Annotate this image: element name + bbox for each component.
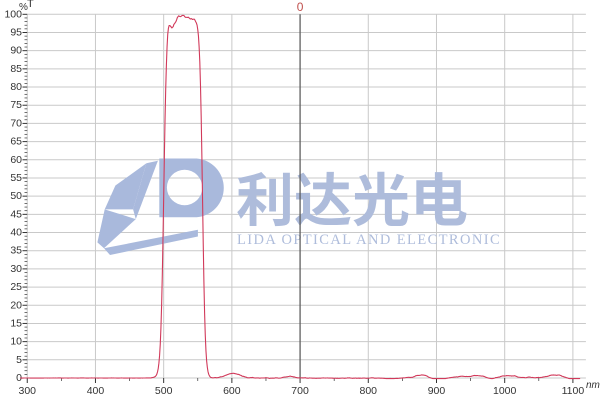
- svg-text:T: T: [27, 0, 34, 10]
- svg-text:600: 600: [223, 385, 241, 397]
- svg-text:70: 70: [10, 117, 22, 129]
- svg-text:45: 45: [10, 208, 22, 220]
- svg-text:1000: 1000: [493, 385, 517, 397]
- svg-text:85: 85: [10, 63, 22, 75]
- svg-text:25: 25: [10, 281, 22, 293]
- svg-text:50: 50: [10, 190, 22, 202]
- svg-text:55: 55: [10, 172, 22, 184]
- svg-text:400: 400: [87, 385, 105, 397]
- svg-text:95: 95: [10, 26, 22, 38]
- svg-text:15: 15: [10, 317, 22, 329]
- svg-text:65: 65: [10, 136, 22, 148]
- svg-text:40: 40: [10, 227, 22, 239]
- svg-text:700: 700: [291, 385, 309, 397]
- svg-text:nm: nm: [586, 380, 600, 391]
- svg-text:利达光电: 利达光电: [236, 154, 468, 238]
- svg-text:80: 80: [10, 81, 22, 93]
- svg-text:0: 0: [297, 0, 304, 14]
- svg-text:90: 90: [10, 45, 22, 57]
- svg-text:900: 900: [428, 385, 446, 397]
- svg-text:20: 20: [10, 299, 22, 311]
- svg-text:60: 60: [10, 154, 22, 166]
- svg-text:800: 800: [360, 385, 378, 397]
- svg-text:1100: 1100: [562, 385, 585, 397]
- svg-text:LIDA OPTICAL AND ELECTRONIC: LIDA OPTICAL AND ELECTRONIC: [237, 232, 501, 248]
- svg-text:30: 30: [10, 263, 22, 275]
- svg-text:75: 75: [10, 99, 22, 111]
- svg-text:300: 300: [18, 385, 36, 397]
- svg-text:500: 500: [155, 385, 173, 397]
- svg-text:10: 10: [10, 336, 22, 348]
- svg-text:35: 35: [10, 245, 22, 257]
- svg-text:5: 5: [16, 354, 22, 366]
